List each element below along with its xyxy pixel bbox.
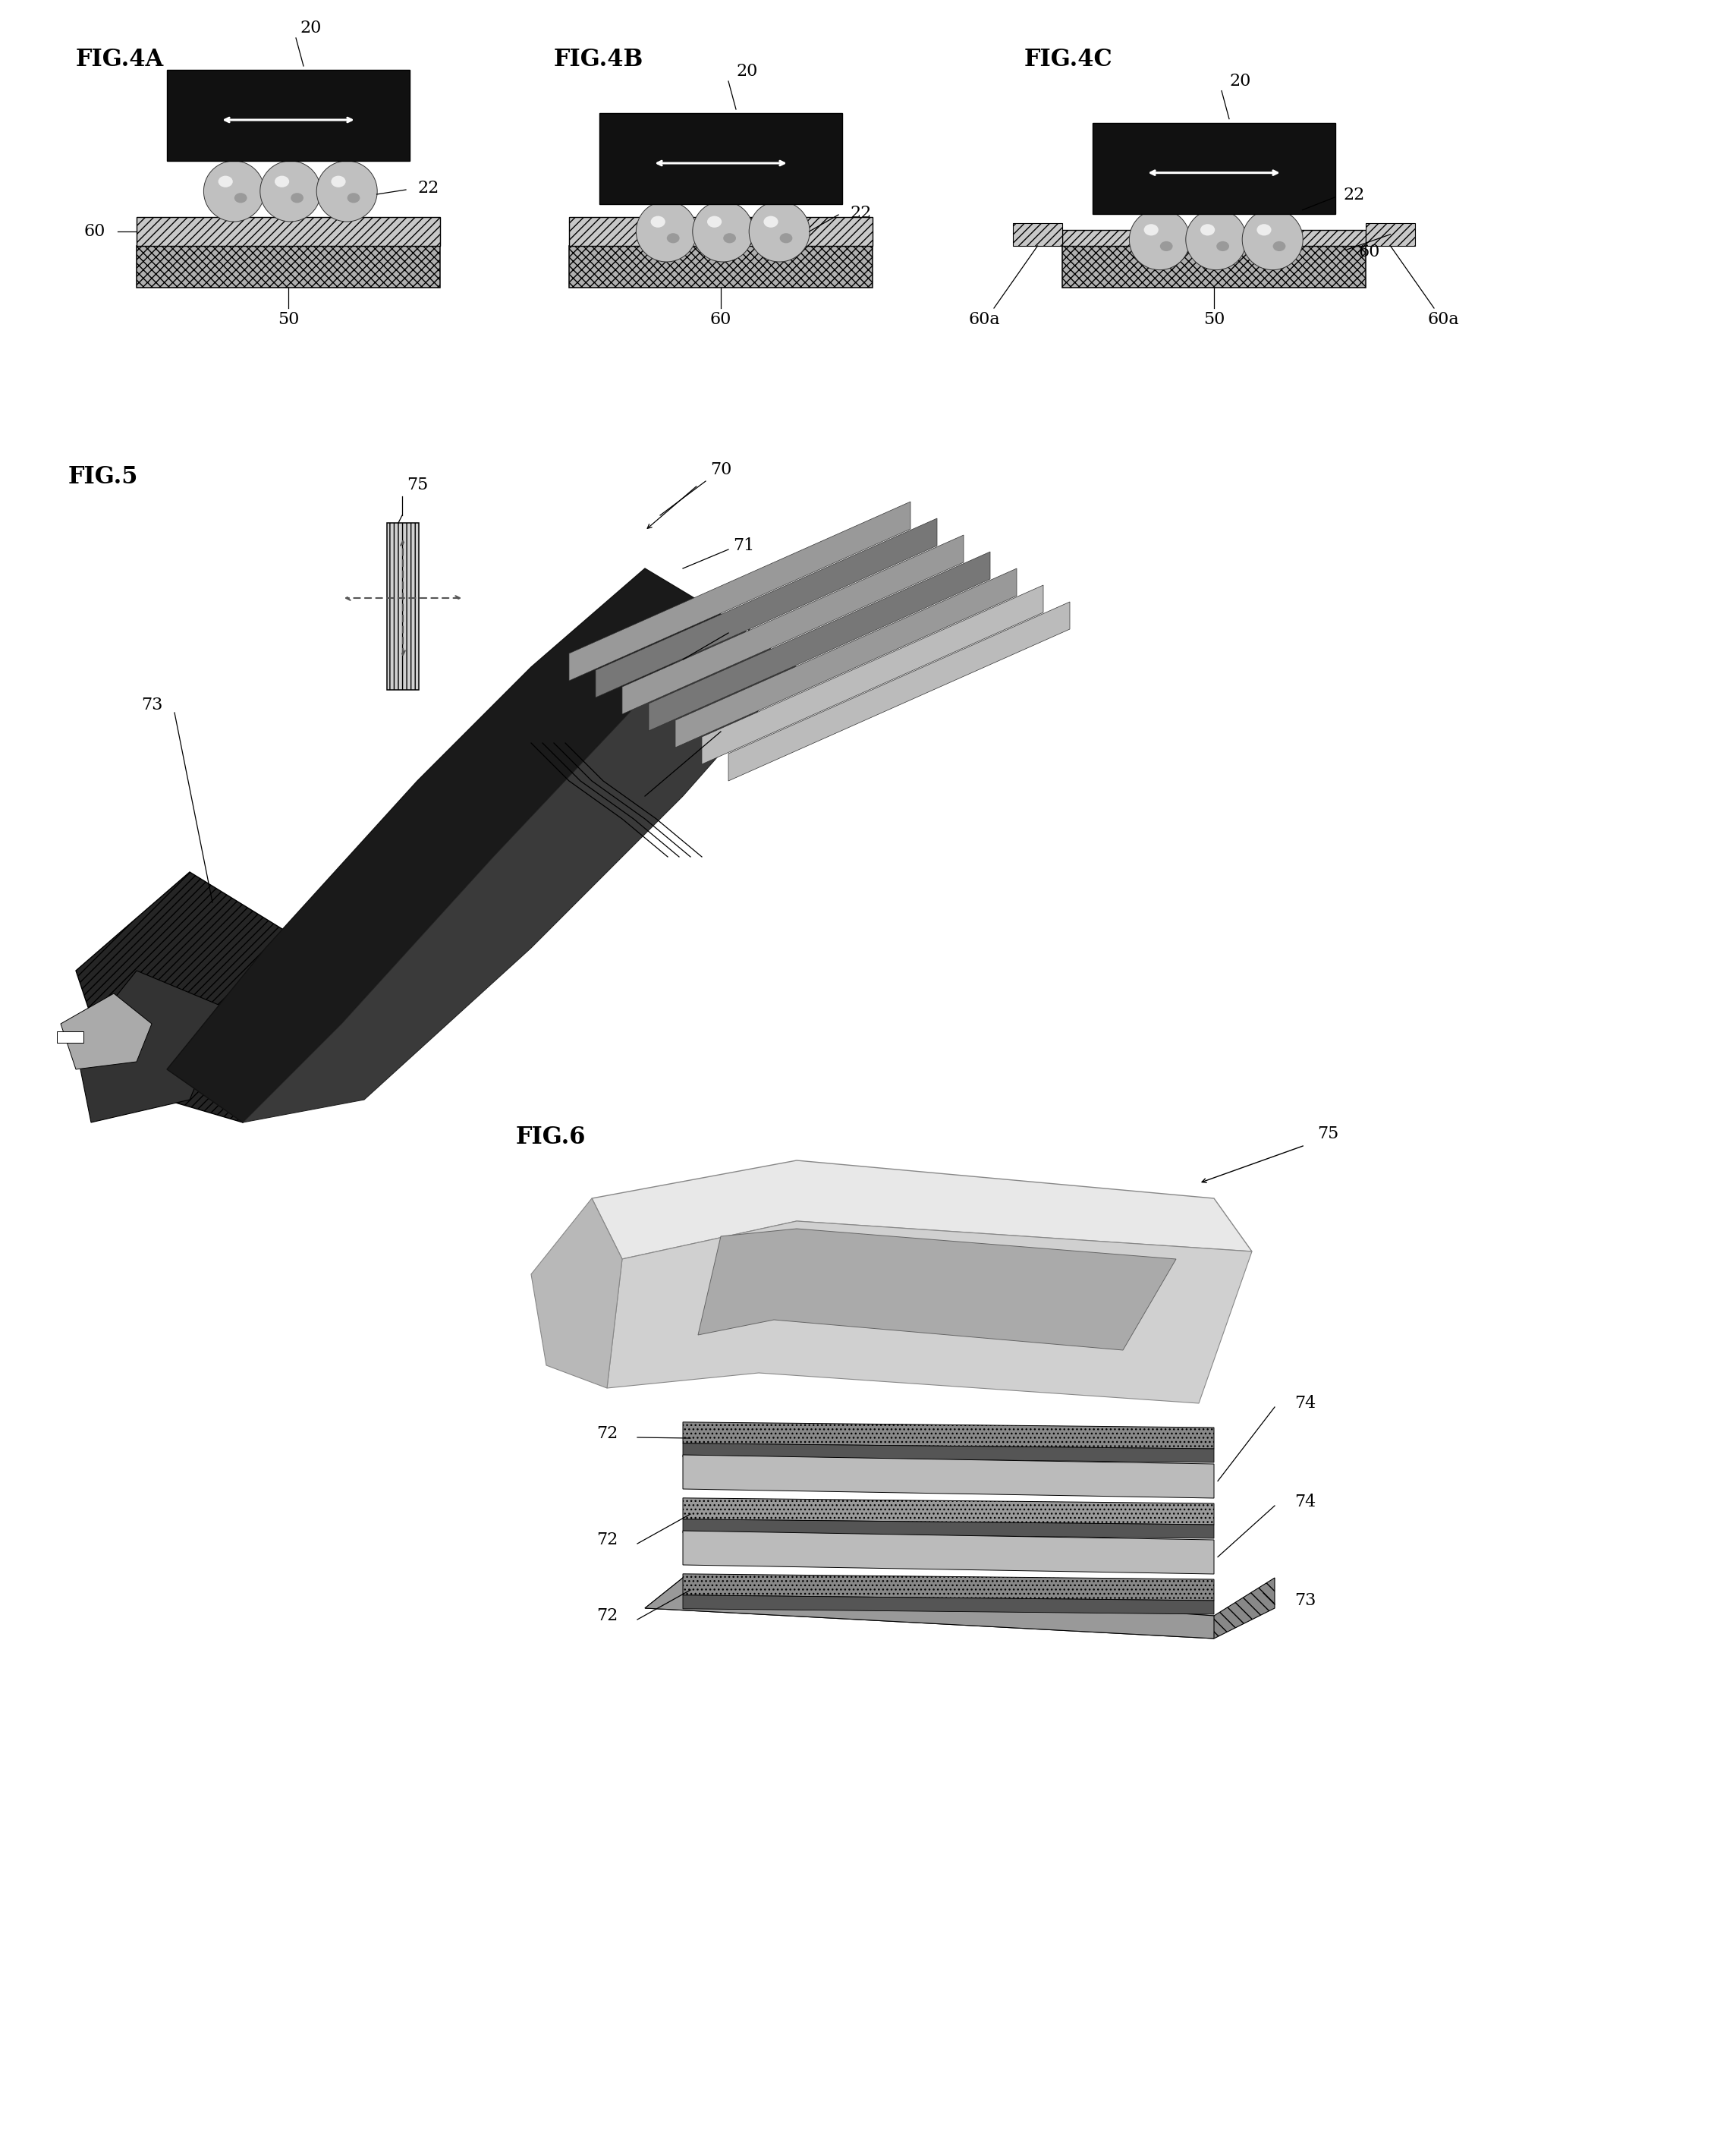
- Ellipse shape: [347, 193, 359, 204]
- Polygon shape: [649, 552, 990, 730]
- Polygon shape: [682, 1595, 1213, 1615]
- Text: 20: 20: [300, 19, 321, 36]
- Ellipse shape: [1217, 240, 1229, 251]
- Text: FIG.4A: FIG.4A: [76, 47, 163, 71]
- Circle shape: [748, 202, 809, 262]
- Circle shape: [1243, 208, 1304, 271]
- Polygon shape: [675, 569, 1017, 747]
- Text: 60a: 60a: [1427, 311, 1460, 328]
- Polygon shape: [531, 1198, 621, 1389]
- Polygon shape: [682, 1520, 1213, 1539]
- Ellipse shape: [1144, 223, 1158, 236]
- Text: 71: 71: [733, 537, 753, 554]
- Polygon shape: [701, 586, 1043, 764]
- Polygon shape: [569, 502, 910, 681]
- Text: 60a: 60a: [969, 311, 1000, 328]
- Bar: [1012, 223, 1062, 247]
- Ellipse shape: [290, 193, 304, 204]
- Polygon shape: [682, 1456, 1213, 1499]
- Ellipse shape: [219, 176, 233, 187]
- Text: 20: 20: [1229, 73, 1252, 90]
- Text: 60: 60: [83, 223, 106, 240]
- Text: 60: 60: [1359, 243, 1380, 260]
- Ellipse shape: [724, 234, 736, 243]
- Text: 74: 74: [1295, 1396, 1316, 1411]
- Text: 50: 50: [278, 311, 299, 328]
- Polygon shape: [167, 569, 720, 1123]
- Polygon shape: [646, 1578, 1213, 1638]
- Text: 72: 72: [733, 719, 753, 736]
- Circle shape: [260, 161, 321, 221]
- Text: FIG.4C: FIG.4C: [1024, 47, 1113, 71]
- Text: 72: 72: [595, 1426, 618, 1443]
- Polygon shape: [682, 1421, 1213, 1449]
- Ellipse shape: [1257, 223, 1271, 236]
- Text: FIG.6: FIG.6: [516, 1125, 587, 1149]
- Circle shape: [1186, 208, 1246, 271]
- Polygon shape: [621, 535, 963, 715]
- Circle shape: [1130, 208, 1189, 271]
- Text: 22: 22: [418, 180, 439, 198]
- Text: 60: 60: [710, 311, 731, 328]
- Text: 75: 75: [1318, 1125, 1338, 1142]
- Ellipse shape: [234, 193, 247, 204]
- Text: FIG.5: FIG.5: [68, 466, 139, 490]
- Text: 71: 71: [733, 620, 753, 638]
- Text: FIG.4B: FIG.4B: [554, 47, 644, 71]
- Text: 72: 72: [595, 1608, 618, 1623]
- Polygon shape: [682, 1574, 1213, 1600]
- Polygon shape: [729, 601, 1069, 782]
- Bar: [599, 114, 842, 204]
- Bar: [1062, 247, 1366, 288]
- Ellipse shape: [764, 217, 778, 228]
- Bar: [167, 71, 410, 161]
- Bar: [1366, 223, 1415, 247]
- Bar: [569, 217, 873, 247]
- Polygon shape: [682, 1499, 1213, 1524]
- Ellipse shape: [779, 234, 792, 243]
- Polygon shape: [682, 1531, 1213, 1574]
- Polygon shape: [595, 517, 937, 698]
- Circle shape: [316, 161, 377, 221]
- Bar: [1092, 122, 1335, 215]
- Text: 73: 73: [141, 696, 163, 713]
- Bar: [137, 247, 439, 288]
- Circle shape: [693, 202, 753, 262]
- Polygon shape: [592, 1159, 1252, 1258]
- Ellipse shape: [274, 176, 290, 187]
- Polygon shape: [243, 614, 797, 1123]
- Ellipse shape: [332, 176, 345, 187]
- Polygon shape: [682, 1443, 1213, 1462]
- Bar: [1062, 230, 1366, 247]
- Bar: [137, 217, 439, 247]
- Polygon shape: [76, 872, 342, 1123]
- Ellipse shape: [667, 234, 679, 243]
- Circle shape: [203, 161, 264, 221]
- Text: 22: 22: [851, 204, 871, 221]
- Text: 74: 74: [1295, 1494, 1316, 1509]
- Bar: [57, 1031, 83, 1043]
- Bar: [387, 524, 418, 689]
- Polygon shape: [646, 1578, 1274, 1638]
- Text: 75: 75: [406, 477, 429, 494]
- Ellipse shape: [1160, 240, 1174, 251]
- Polygon shape: [608, 1222, 1252, 1404]
- Text: 50: 50: [1203, 311, 1226, 328]
- Polygon shape: [76, 970, 227, 1123]
- Text: 72: 72: [595, 1531, 618, 1548]
- Polygon shape: [61, 994, 151, 1069]
- Polygon shape: [698, 1228, 1175, 1350]
- Ellipse shape: [707, 217, 722, 228]
- Text: 20: 20: [736, 62, 759, 79]
- Text: 70: 70: [710, 462, 731, 479]
- Ellipse shape: [1272, 240, 1286, 251]
- Ellipse shape: [651, 217, 665, 228]
- Circle shape: [635, 202, 696, 262]
- Ellipse shape: [1200, 223, 1215, 236]
- Bar: [569, 247, 873, 288]
- Text: 73: 73: [1295, 1593, 1316, 1608]
- Text: 22: 22: [1344, 187, 1364, 204]
